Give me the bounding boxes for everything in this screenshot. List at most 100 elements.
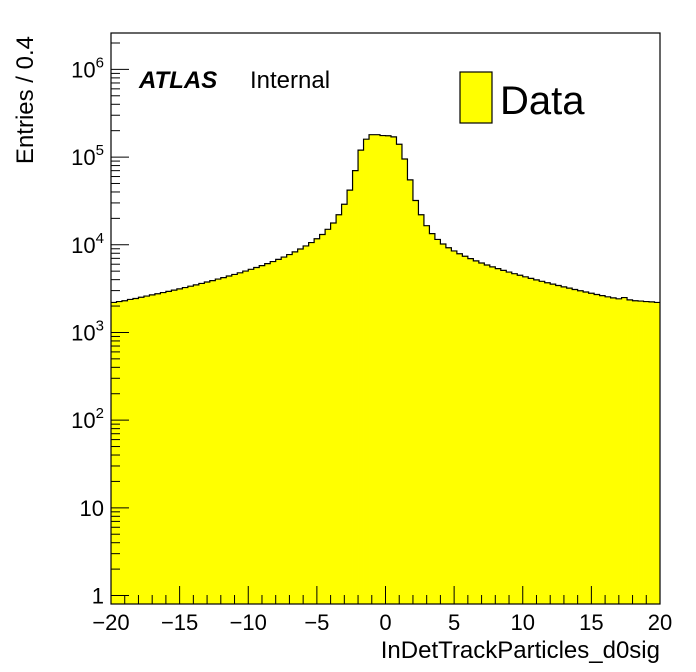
- legend-label-data: Data: [500, 79, 585, 123]
- histogram-bin: [561, 286, 568, 604]
- histogram-bin: [347, 190, 353, 605]
- plot-area: [111, 134, 661, 605]
- histogram-bin: [171, 290, 178, 604]
- histogram-bin: [226, 276, 233, 604]
- histogram-bin: [116, 301, 123, 604]
- histogram-bin: [182, 287, 189, 604]
- y-tick-labels: 1 10 102 103 104 105 106: [71, 54, 104, 608]
- histogram-bin: [610, 297, 617, 604]
- histogram-bin: [369, 134, 375, 605]
- histogram-bin: [319, 234, 326, 604]
- histogram-bin: [429, 233, 436, 604]
- x-tick-label: 5: [448, 610, 460, 635]
- histogram-bin: [588, 293, 595, 604]
- x-tick-label: −5: [304, 610, 329, 635]
- histogram-bin: [599, 295, 606, 604]
- y-tick-label: 106: [71, 54, 104, 82]
- histogram-bin: [390, 136, 397, 604]
- histogram-bin: [456, 253, 463, 604]
- y-tick-marks: [111, 42, 129, 597]
- histogram-bin: [176, 288, 183, 604]
- histogram-bin: [407, 179, 414, 604]
- histogram-bin: [385, 135, 392, 604]
- histogram-bin: [500, 270, 507, 604]
- histogram-bin: [215, 279, 222, 604]
- histogram-bin: [412, 200, 419, 604]
- y-tick-label: 103: [71, 317, 104, 345]
- histogram-bin: [643, 301, 650, 604]
- histogram-bin: [489, 266, 496, 604]
- x-tick-label: −20: [92, 610, 129, 635]
- histogram-bin: [303, 245, 310, 604]
- histogram-bin: [423, 225, 430, 604]
- histogram-bin: [292, 251, 299, 605]
- histogram-bin: [649, 301, 655, 604]
- histogram-bin: [462, 256, 469, 604]
- histogram-bin: [594, 294, 601, 604]
- histogram-bin: [121, 300, 128, 604]
- histogram-bin: [149, 294, 156, 604]
- histogram-bin: [314, 238, 321, 605]
- histogram-bin: [281, 257, 288, 604]
- histogram-bin: [380, 135, 386, 604]
- histogram-bin: [253, 267, 260, 604]
- x-axis-title: InDetTrackParticles_d0sig: [381, 637, 660, 664]
- histogram-bin: [627, 299, 633, 604]
- histogram-bin: [341, 204, 348, 604]
- x-tick-label: 10: [511, 610, 535, 635]
- histogram-bin: [396, 144, 403, 605]
- legend-swatch-data: [459, 71, 493, 124]
- histogram-bin: [544, 282, 551, 604]
- histogram-bin: [522, 276, 529, 604]
- histogram-bin: [555, 285, 562, 604]
- x-tick-label: 15: [579, 610, 603, 635]
- plot-frame: [110, 32, 661, 605]
- status-label: Internal: [250, 67, 330, 94]
- histogram-bin: [127, 299, 134, 604]
- histogram-bin: [264, 263, 271, 604]
- histogram-bin: [198, 283, 205, 604]
- x-tick-labels: −20 −15 −10 −5 0 5 10 15 20: [92, 610, 672, 635]
- histogram-bin: [605, 296, 611, 604]
- histogram-bin: [204, 282, 211, 604]
- histogram-bin: [325, 229, 331, 604]
- histogram-bin: [638, 301, 644, 604]
- histogram-bin: [363, 139, 370, 605]
- histogram-bin: [577, 290, 584, 604]
- histogram-bin: [275, 259, 282, 604]
- x-tick-label: 0: [379, 610, 391, 635]
- histogram-bin: [467, 258, 474, 604]
- histogram-bin: [187, 286, 194, 604]
- histogram-bin: [193, 284, 200, 604]
- histogram-bin: [583, 292, 590, 604]
- histogram-bin: [132, 298, 139, 604]
- histogram-bin: [517, 275, 524, 604]
- histogram-outline: [111, 134, 660, 304]
- y-tick-label: 105: [71, 142, 104, 170]
- histogram-bin: [286, 254, 293, 604]
- histogram-bin: [297, 249, 304, 604]
- atlas-label: ATLAS: [138, 67, 217, 94]
- histogram-bin: [111, 302, 117, 604]
- histogram-bin: [495, 268, 502, 604]
- histogram-bin: [352, 170, 359, 605]
- histogram-bin: [336, 214, 342, 605]
- histogram-bin: [621, 297, 628, 604]
- histogram-bin: [434, 239, 441, 604]
- x-tick-label: 20: [648, 610, 672, 635]
- histogram-bin: [440, 244, 447, 604]
- histogram-bin: [418, 214, 425, 605]
- histogram-bin: [270, 261, 277, 604]
- histogram-bin: [533, 279, 540, 604]
- histogram-bin: [242, 271, 249, 604]
- histogram-bin: [259, 265, 266, 604]
- histogram-bin: [478, 262, 485, 604]
- histogram-bin: [231, 274, 238, 604]
- histogram-bin: [539, 281, 546, 604]
- histogram-bin: [506, 272, 513, 604]
- y-tick-label: 104: [71, 230, 104, 258]
- histogram-bin: [511, 273, 518, 604]
- histogram-bin: [209, 280, 216, 604]
- histogram-bin: [654, 302, 661, 604]
